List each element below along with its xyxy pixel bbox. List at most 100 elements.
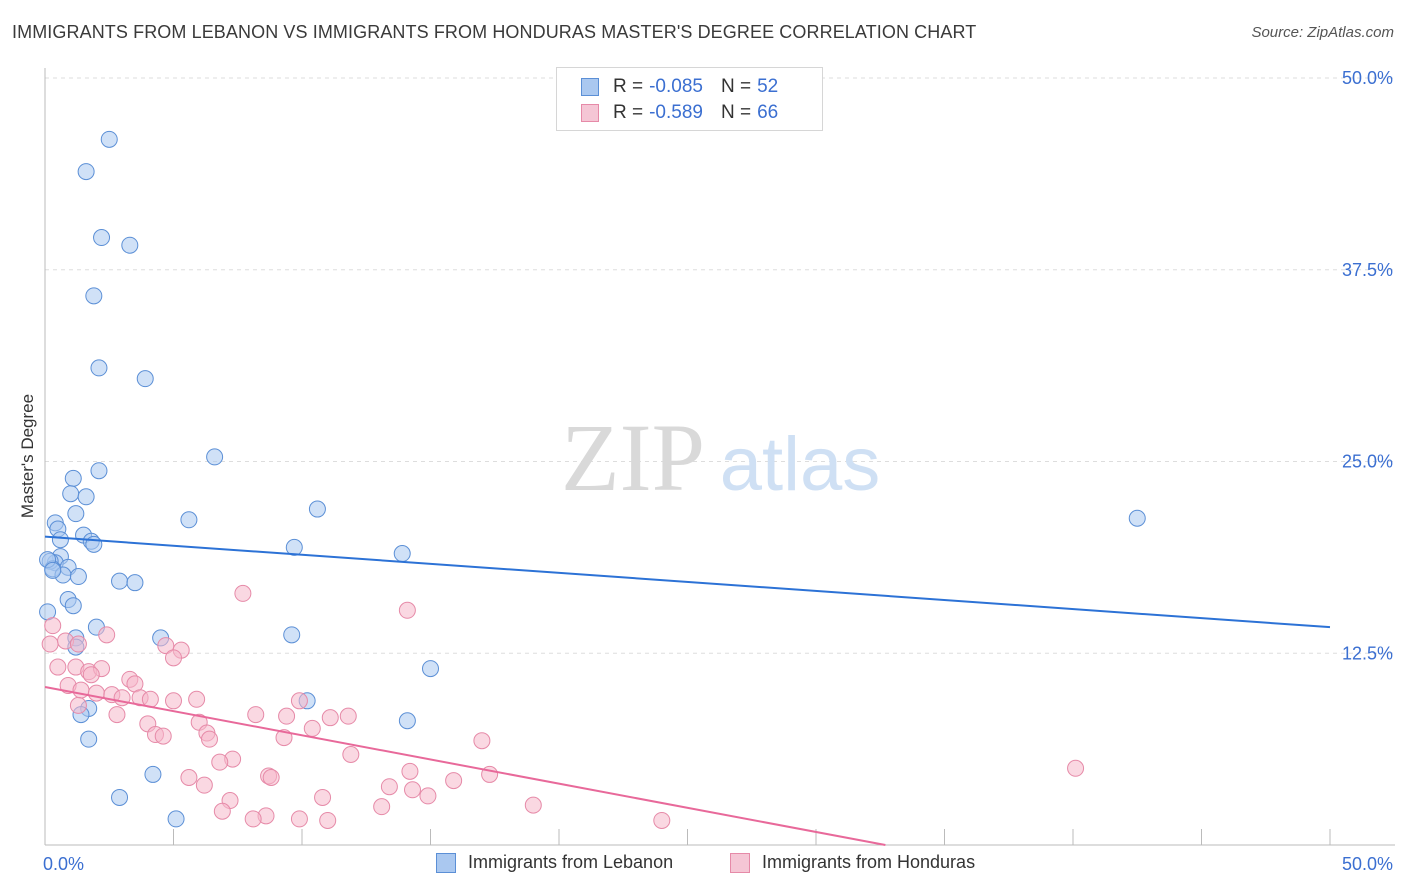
n-label: N = [720, 102, 752, 123]
honduras-point [44, 617, 62, 635]
series-legend: Immigrants from Lebanon Immigrants from … [0, 852, 1406, 878]
honduras-point [339, 707, 357, 725]
chart-title: IMMIGRANTS FROM LEBANON VS IMMIGRANTS FR… [12, 22, 977, 42]
honduras-point [41, 635, 59, 653]
honduras-point [445, 772, 463, 790]
lebanon-point [90, 462, 108, 480]
correlation-legend: R = -0.085 N = 52 R = -0.589 N = 66 [556, 67, 823, 131]
legend-item-lebanon[interactable]: Immigrants from Lebanon [436, 852, 673, 873]
x-tick-label: 50.0% [1342, 854, 1393, 874]
lebanon-point [80, 730, 98, 748]
lebanon-point [44, 561, 62, 579]
honduras-point [200, 730, 218, 748]
honduras-point [290, 692, 308, 710]
y-tick-label: 25.0% [1342, 452, 1393, 472]
x-tick-label: 0.0% [43, 854, 84, 874]
lebanon-legend-swatch [436, 852, 456, 873]
lebanon-point [93, 229, 111, 247]
lebanon-n-value: 52 [757, 76, 779, 97]
lebanon-point [422, 660, 439, 678]
honduras-point [154, 727, 172, 745]
y-tick-labels: 12.5% 25.0% 37.5% 50.0% [1342, 68, 1393, 663]
honduras-point [157, 637, 175, 655]
honduras-point [87, 684, 105, 702]
honduras-swatch [581, 104, 599, 122]
honduras-n-value: 66 [757, 102, 779, 123]
trend-lines [44, 535, 1331, 846]
lebanon-point [85, 287, 103, 305]
series-honduras-points [41, 584, 1085, 829]
honduras-point [303, 719, 321, 737]
honduras-legend-label: Immigrants from Honduras [762, 852, 976, 872]
legend-item-honduras[interactable]: Immigrants from Honduras [730, 852, 975, 873]
legend-row-honduras: R = -0.589 N = 66 [581, 101, 778, 125]
lebanon-point [285, 538, 303, 556]
honduras-point [401, 762, 419, 780]
honduras-point [342, 745, 360, 763]
lebanon-trend-line [44, 535, 1331, 629]
lebanon-point [393, 545, 411, 563]
lebanon-point [206, 448, 224, 466]
honduras-point [180, 769, 198, 787]
x-tick-labels: 0.0% 50.0% [43, 854, 1393, 874]
r-label: R = [613, 76, 644, 97]
lebanon-point [144, 765, 162, 783]
honduras-point [404, 781, 422, 799]
honduras-point [213, 802, 231, 820]
honduras-point [278, 707, 296, 725]
honduras-point [195, 776, 213, 794]
y-tick-label: 37.5% [1342, 260, 1393, 280]
lebanon-point [167, 810, 185, 828]
honduras-point [108, 706, 126, 724]
honduras-point [165, 649, 182, 667]
lebanon-point [67, 505, 85, 523]
y-tick-label: 50.0% [1342, 68, 1393, 88]
lebanon-point [136, 370, 154, 388]
lebanon-point [77, 163, 95, 181]
honduras-point [290, 810, 308, 828]
watermark-atlas: atlas [720, 422, 881, 507]
grid-lines [45, 77, 1395, 654]
r-label: R = [613, 102, 644, 123]
lebanon-point [1128, 509, 1146, 527]
honduras-point [165, 692, 182, 710]
lebanon-point [126, 574, 144, 592]
lebanon-legend-label: Immigrants from Lebanon [468, 852, 674, 872]
lebanon-point [121, 236, 139, 254]
honduras-point [49, 658, 67, 676]
lebanon-swatch [581, 78, 599, 96]
axes [44, 68, 1395, 846]
watermark-zip: ZIP [561, 404, 705, 511]
honduras-point [188, 690, 206, 708]
lebanon-point [51, 531, 69, 549]
y-tick-label: 12.5% [1342, 643, 1393, 663]
lebanon-point [111, 788, 129, 806]
honduras-trend-line [44, 686, 886, 846]
lebanon-point [100, 130, 118, 148]
honduras-point [653, 811, 671, 829]
honduras-point [82, 666, 100, 684]
honduras-r-value: -0.589 [649, 102, 703, 123]
honduras-point [234, 584, 252, 602]
honduras-point [1067, 759, 1085, 777]
lebanon-point [69, 568, 87, 586]
honduras-point [244, 810, 262, 828]
honduras-point [524, 796, 542, 814]
lebanon-point [77, 488, 95, 506]
lebanon-point [398, 712, 416, 730]
honduras-point [398, 601, 416, 619]
lebanon-r-value: -0.085 [649, 76, 703, 97]
lebanon-point [283, 626, 301, 644]
honduras-point [69, 696, 87, 714]
honduras-point [373, 798, 391, 816]
honduras-point [98, 626, 116, 644]
lebanon-point [64, 597, 82, 615]
honduras-point [319, 811, 337, 829]
honduras-point [211, 753, 229, 771]
honduras-point [314, 788, 332, 806]
legend-row-lebanon: R = -0.085 N = 52 [581, 75, 778, 99]
source-label: Source: ZipAtlas.com [1251, 24, 1394, 41]
lebanon-point [308, 500, 326, 518]
honduras-point [69, 635, 87, 653]
